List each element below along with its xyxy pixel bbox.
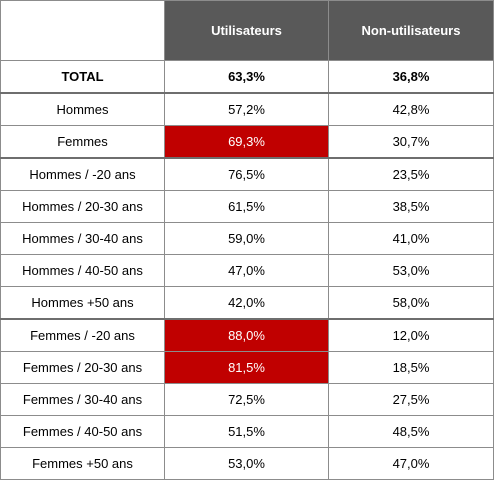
- cell-non-users-value: 12,0%: [328, 318, 494, 352]
- row-label: Femmes / 30-40 ans: [0, 383, 165, 416]
- row-label: Femmes +50 ans: [0, 447, 165, 480]
- table-row: Femmes / 30-40 ans 72,5% 27,5%: [0, 383, 494, 416]
- header-row: Utilisateurs Non-utilisateurs: [0, 0, 494, 61]
- cell-non-users-value: 58,0%: [328, 286, 494, 320]
- cell-non-users-value: 53,0%: [328, 254, 494, 287]
- cell-users-value: 81,5%: [164, 351, 329, 384]
- cell-users-value: 59,0%: [164, 222, 329, 255]
- cell-non-users-value: 30,7%: [328, 125, 494, 159]
- table-row: Hommes +50 ans 42,0% 58,0%: [0, 286, 494, 320]
- total-row: TOTAL 63,3% 36,8%: [0, 60, 494, 94]
- table-row: Femmes +50 ans 53,0% 47,0%: [0, 447, 494, 480]
- cell-non-users-value: 38,5%: [328, 190, 494, 223]
- cell-users-value: 42,0%: [164, 286, 329, 320]
- cell-users-value: 76,5%: [164, 157, 329, 191]
- row-label: Femmes / 40-50 ans: [0, 415, 165, 448]
- table-row: Femmes / -20 ans 88,0% 12,0%: [0, 318, 494, 352]
- table-row: Hommes / 40-50 ans 47,0% 53,0%: [0, 254, 494, 287]
- cell-users-value: 53,0%: [164, 447, 329, 480]
- row-label: TOTAL: [0, 60, 165, 94]
- column-header-non-users: Non-utilisateurs: [328, 0, 494, 61]
- cell-non-users-value: 27,5%: [328, 383, 494, 416]
- cell-users-value: 47,0%: [164, 254, 329, 287]
- cell-non-users-value: 18,5%: [328, 351, 494, 384]
- cell-users-value: 72,5%: [164, 383, 329, 416]
- table-row: Femmes / 20-30 ans 81,5% 18,5%: [0, 351, 494, 384]
- header-corner-cell: [0, 0, 165, 61]
- row-label: Femmes: [0, 125, 165, 159]
- column-header-users: Utilisateurs: [164, 0, 329, 61]
- row-label: Hommes / 20-30 ans: [0, 190, 165, 223]
- cell-users-value: 51,5%: [164, 415, 329, 448]
- table-row: Femmes / 40-50 ans 51,5% 48,5%: [0, 415, 494, 448]
- row-label: Hommes / -20 ans: [0, 157, 165, 191]
- table-row: Hommes / 30-40 ans 59,0% 41,0%: [0, 222, 494, 255]
- row-label: Femmes / 20-30 ans: [0, 351, 165, 384]
- table-row: Femmes 69,3% 30,7%: [0, 125, 494, 159]
- cell-users-value: 63,3%: [164, 60, 329, 94]
- cell-users-value: 88,0%: [164, 318, 329, 352]
- table-row: Hommes / -20 ans 76,5% 23,5%: [0, 157, 494, 191]
- row-label: Femmes / -20 ans: [0, 318, 165, 352]
- table-row: Hommes 57,2% 42,8%: [0, 92, 494, 126]
- cell-non-users-value: 48,5%: [328, 415, 494, 448]
- cell-users-value: 69,3%: [164, 125, 329, 159]
- cell-non-users-value: 42,8%: [328, 92, 494, 126]
- cell-non-users-value: 23,5%: [328, 157, 494, 191]
- cell-users-value: 61,5%: [164, 190, 329, 223]
- table-row: Hommes / 20-30 ans 61,5% 38,5%: [0, 190, 494, 223]
- cell-non-users-value: 41,0%: [328, 222, 494, 255]
- row-label: Hommes: [0, 92, 165, 126]
- row-label: Hommes +50 ans: [0, 286, 165, 320]
- row-label: Hommes / 30-40 ans: [0, 222, 165, 255]
- table-body: TOTAL 63,3% 36,8% Hommes 57,2% 42,8% Femmes 69,…: [0, 60, 494, 480]
- cell-non-users-value: 47,0%: [328, 447, 494, 480]
- row-label: Hommes / 40-50 ans: [0, 254, 165, 287]
- cell-non-users-value: 36,8%: [328, 60, 494, 94]
- cell-users-value: 57,2%: [164, 92, 329, 126]
